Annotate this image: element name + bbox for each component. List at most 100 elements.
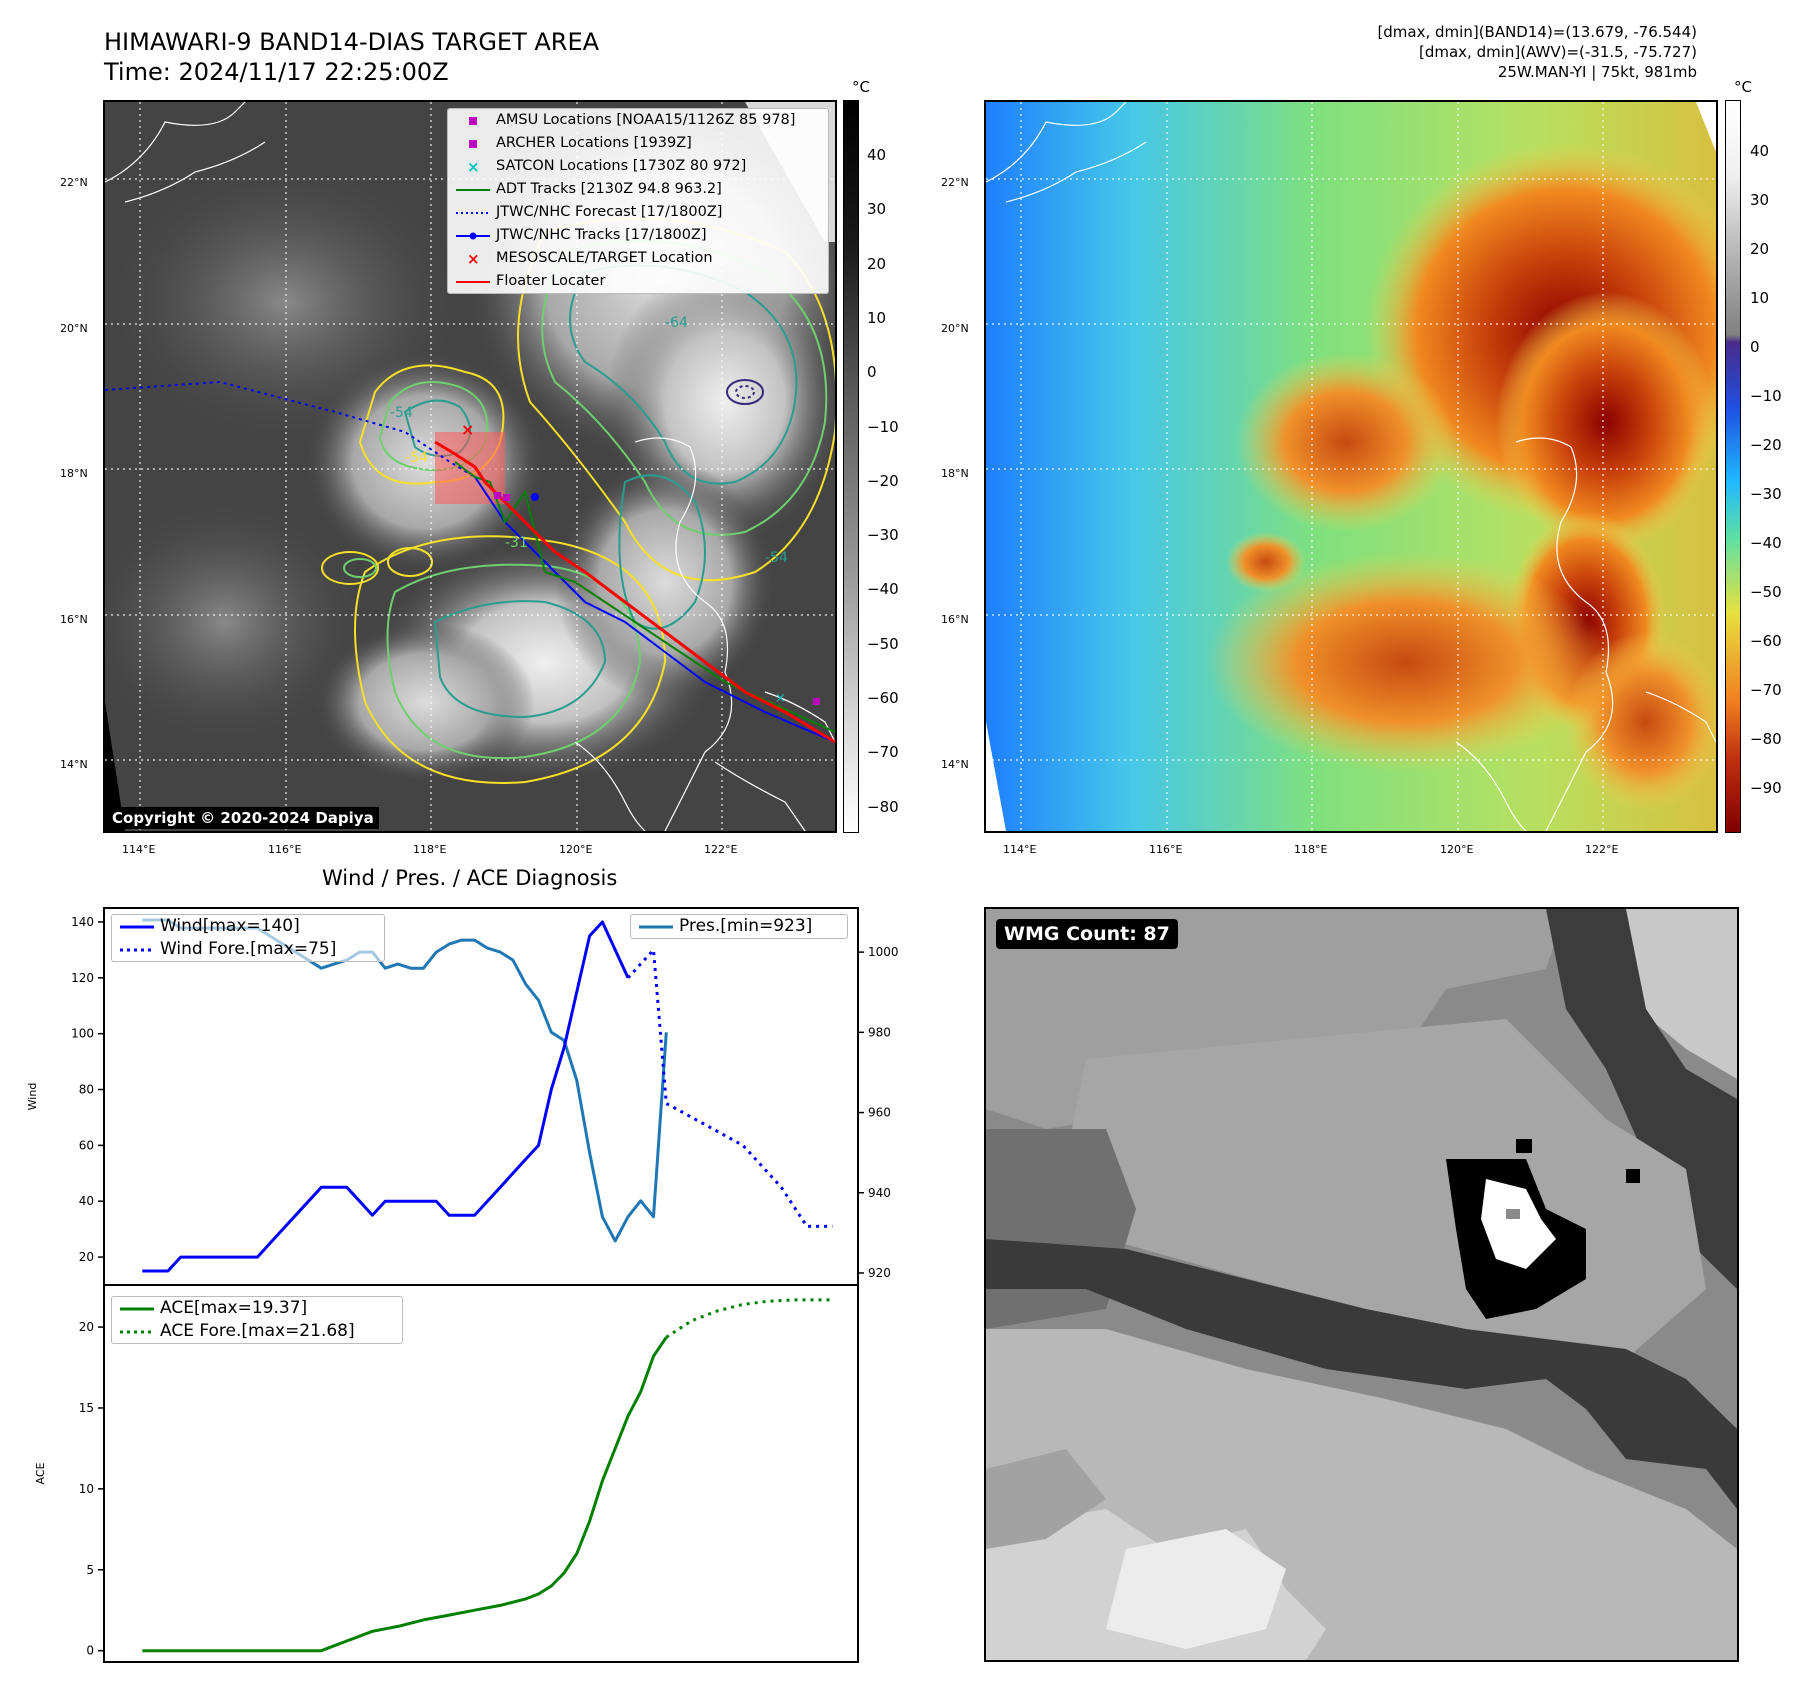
- diagnosis-title: Wind / Pres. / ACE Diagnosis: [322, 866, 618, 890]
- color-colorbar: [1725, 100, 1741, 833]
- color-map-panel: [984, 100, 1718, 833]
- lat-label: 14°N: [60, 758, 88, 771]
- ace-tick-label: 0: [86, 1644, 94, 1658]
- pressure-legend: Pres.[min=923]: [630, 914, 848, 939]
- colorbar-unit: °C: [852, 78, 870, 96]
- archer-marker: [503, 494, 510, 501]
- wind-axis-label: Wind: [26, 1083, 39, 1111]
- gray-colorbar-tick: 20: [867, 254, 887, 273]
- map-legend: AMSU Locations [NOAA15/1126Z 85 978] ARC…: [447, 108, 829, 294]
- ir-map-panel: × × -64 -54 -54 -54 -31 Copyright © 2020…: [103, 100, 837, 833]
- color-colorbar-tick: 10: [1750, 289, 1770, 307]
- wmg-count-label: WMG Count: 87: [996, 919, 1178, 949]
- lon-label: 122°E: [1585, 843, 1619, 856]
- color-colorbar-tick: −60: [1750, 632, 1782, 650]
- gray-colorbar-tick: −50: [867, 634, 899, 653]
- wind-series-line: [142, 920, 630, 1273]
- legend-item-pres: Pres.[min=923]: [639, 916, 813, 936]
- lat-label: 14°N: [941, 758, 969, 771]
- legend-item-jtwc-tracks: JTWC/NHC Tracks [17/1800Z]: [448, 224, 828, 247]
- legend-item-adt: ADT Tracks [2130Z 94.8 963.2]: [456, 181, 722, 197]
- lat-label: 22°N: [941, 176, 969, 189]
- ace-tick-label: 15: [79, 1401, 94, 1415]
- gray-colorbar: [843, 100, 859, 833]
- gray-colorbar-tick: 10: [867, 308, 887, 327]
- gray-colorbar-tick: 0: [867, 363, 877, 382]
- ace-tick-label: 5: [86, 1563, 94, 1577]
- color-colorbar-tick: −50: [1750, 583, 1782, 601]
- jtwc-track: [474, 476, 835, 743]
- legend-item-amsu: AMSU Locations [NOAA15/1126Z 85 978]: [448, 109, 828, 132]
- gray-colorbar-tick: −20: [867, 471, 899, 490]
- figure-time: Time: 2024/11/17 22:25:00Z: [104, 58, 449, 86]
- lat-label: 18°N: [60, 467, 88, 480]
- color-colorbar-tick: 20: [1750, 240, 1770, 258]
- wmg-image: [986, 909, 1737, 1660]
- ace-tick-label: 20: [79, 1320, 94, 1334]
- ace-forecast-series-line: [665, 1298, 833, 1339]
- pressure-series-line: [142, 918, 668, 1243]
- gray-colorbar-tick: −80: [867, 797, 899, 816]
- gray-colorbar-tick: −30: [867, 526, 899, 545]
- satcon-marker: ×: [775, 691, 786, 706]
- pressure-tick-label: 960: [868, 1106, 891, 1120]
- color-colorbar-tick: 30: [1750, 191, 1770, 209]
- legend-item-wind: Wind[max=140]: [120, 916, 300, 936]
- lat-label: 22°N: [60, 176, 88, 189]
- pressure-tick-label: 980: [868, 1025, 891, 1039]
- lat-label: 20°N: [941, 322, 969, 335]
- wind-tick-label: 100: [71, 1027, 94, 1041]
- wind-tick-label: 60: [79, 1138, 94, 1152]
- legend-item-target: × MESOSCALE/TARGET Location: [467, 250, 713, 268]
- lon-label: 120°E: [1440, 843, 1474, 856]
- storm-info: 25W.MAN-YI | 75kt, 981mb: [1497, 63, 1697, 81]
- gray-colorbar-tick: −10: [867, 417, 899, 436]
- color-colorbar-tick: −10: [1750, 387, 1782, 405]
- lon-label: 118°E: [413, 843, 447, 856]
- legend-item-jtwc-forecast: JTWC/NHC Forecast [17/1800Z]: [456, 204, 723, 220]
- pressure-tick-label: 920: [868, 1266, 891, 1280]
- contour-label: -64: [665, 315, 688, 331]
- lat-label: 16°N: [60, 613, 88, 626]
- lon-label: 114°E: [1003, 843, 1037, 856]
- lon-label: 122°E: [704, 843, 738, 856]
- archer-marker-2: [813, 698, 820, 705]
- color-colorbar-tick: −80: [1750, 730, 1782, 748]
- color-colorbar-tick: −30: [1750, 485, 1782, 503]
- ace-legend: ACE[max=19.37] ACE Fore.[max=21.68]: [111, 1296, 403, 1344]
- pressure-tick-label: 1000: [868, 945, 899, 959]
- legend-item-satcon: × SATCON Locations [1730Z 80 972]: [467, 158, 747, 176]
- wind-tick-label: 40: [79, 1194, 94, 1208]
- wind-tick-label: 140: [71, 915, 94, 929]
- svg-text:×: ×: [467, 250, 480, 268]
- diagnosis-chart: 204060801001201409209409609801000WindPre…: [26, 907, 899, 1663]
- ace-series-line: [142, 1336, 668, 1653]
- color-colorbar-tick: 40: [1750, 142, 1770, 160]
- gray-colorbar-tick: 30: [867, 200, 887, 219]
- colorbar-unit: °C: [1734, 78, 1752, 96]
- svg-text:×: ×: [467, 158, 480, 176]
- color-colorbar-tick: 0: [1750, 338, 1760, 356]
- pressure-tick-label: 940: [868, 1186, 891, 1200]
- target-marker: ×: [461, 420, 474, 439]
- legend-item-archer: ARCHER Locations [1939Z]: [448, 132, 828, 155]
- ace-axis-label: ACE: [34, 1462, 47, 1484]
- color-colorbar-tick: −90: [1750, 779, 1782, 797]
- wind-tick-label: 20: [79, 1250, 94, 1264]
- figure-title: HIMAWARI-9 BAND14-DIAS TARGET AREA: [104, 28, 600, 56]
- contour-label: -54: [405, 450, 428, 466]
- jtwc-forecast-track: [105, 380, 476, 478]
- wind-axes-frame: [103, 907, 859, 1286]
- wmg-panel: WMG Count: 87: [984, 907, 1739, 1662]
- awv-range: [dmax, dmin](AWV)=(-31.5, -75.727): [1418, 43, 1697, 61]
- lat-label: 16°N: [941, 613, 969, 626]
- wind-tick-label: 80: [79, 1083, 94, 1097]
- lat-label: 18°N: [941, 467, 969, 480]
- contour-label: -54: [390, 405, 413, 421]
- ace-tick-label: 10: [79, 1482, 94, 1496]
- contour-label: -31: [505, 535, 528, 551]
- wind-tick-label: 120: [71, 971, 94, 985]
- lon-label: 120°E: [559, 843, 593, 856]
- floater-locater: [434, 440, 835, 744]
- lon-label: 114°E: [122, 843, 156, 856]
